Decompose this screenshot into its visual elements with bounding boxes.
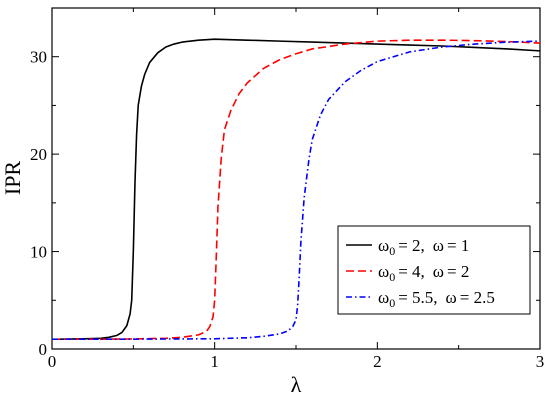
- series-line-1: [51, 38, 541, 341]
- y-tick-label: 0: [39, 340, 48, 359]
- y-axis-label: IPR: [0, 161, 25, 196]
- legend-entry-series-2: ω0 = 4, ω = 2: [378, 262, 469, 284]
- x-tick-label: 3: [536, 352, 545, 371]
- series-line-2: [51, 39, 541, 341]
- y-tick-label: 30: [30, 48, 47, 67]
- x-tick-label: 0: [48, 352, 57, 371]
- y-tick-label: 20: [30, 145, 47, 164]
- y-tick-label: 10: [30, 243, 47, 262]
- series-line-3: [51, 40, 541, 341]
- x-tick-label: 2: [373, 352, 382, 371]
- legend-entry-series-1: ω0 = 2, ω = 1: [378, 236, 469, 258]
- x-tick-label: 1: [210, 352, 219, 371]
- legend: ω0 = 2, ω = 1 ω0 = 4, ω = 2 ω0 = 5.5, ω = 2.5: [337, 225, 531, 315]
- series-lines: [51, 38, 541, 341]
- x-axis-label: λ: [291, 372, 302, 397]
- legend-box: [337, 225, 531, 315]
- legend-entry-series-3: ω0 = 5.5, ω = 2.5: [378, 288, 495, 310]
